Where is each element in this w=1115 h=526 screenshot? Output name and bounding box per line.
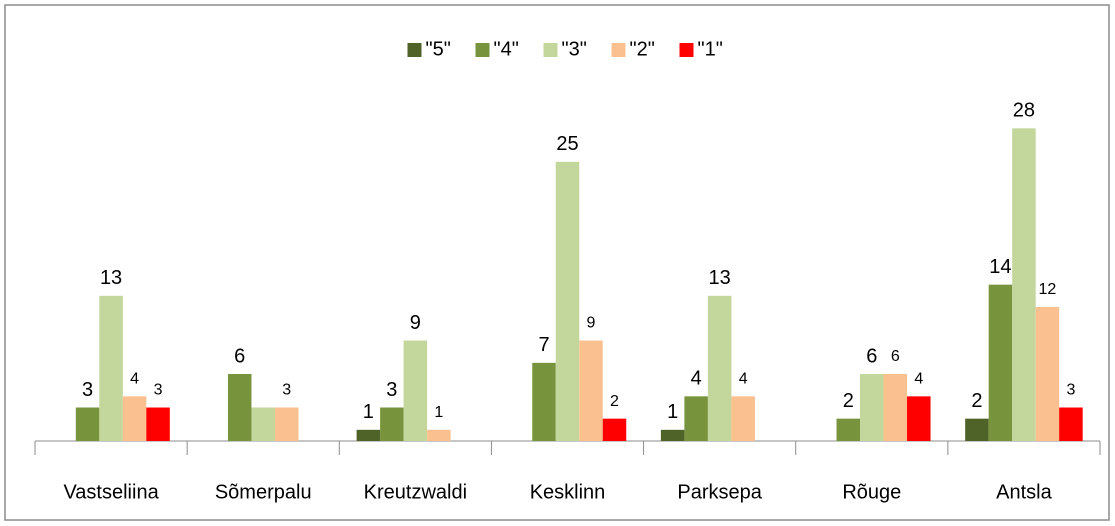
x-tick-label: Sõmerpalu xyxy=(215,481,312,503)
data-label: 4 xyxy=(691,368,702,390)
data-label: 3 xyxy=(282,382,291,399)
bar xyxy=(602,418,627,441)
data-label: 3 xyxy=(154,382,163,399)
data-label: 2 xyxy=(843,390,854,412)
legend-swatch xyxy=(611,43,626,57)
data-label: 25 xyxy=(556,133,578,155)
bar xyxy=(1059,407,1083,441)
legend-swatch xyxy=(475,43,490,57)
bar xyxy=(988,284,1013,441)
legend-label: "4" xyxy=(494,38,519,60)
data-label: 13 xyxy=(709,267,731,289)
data-label: 4 xyxy=(739,371,748,388)
bar xyxy=(403,340,428,441)
bar xyxy=(274,407,299,441)
x-tick-label: Vastseliina xyxy=(63,481,159,503)
bar xyxy=(1035,307,1060,441)
data-label: 4 xyxy=(130,371,139,388)
x-tick-label: Parksepa xyxy=(677,481,762,503)
x-tick-label: Kreutzwaldi xyxy=(364,481,467,503)
data-label: 14 xyxy=(989,256,1011,278)
x-tick-label: Kesklinn xyxy=(530,481,606,503)
bar xyxy=(1012,128,1036,442)
bar xyxy=(579,340,603,441)
bar xyxy=(99,295,123,441)
data-label: 3 xyxy=(82,379,93,401)
bar xyxy=(660,429,685,441)
data-label: 3 xyxy=(1066,382,1075,399)
bar xyxy=(356,429,381,441)
bar xyxy=(555,161,580,442)
bar xyxy=(684,396,708,441)
bar xyxy=(883,374,908,441)
data-label: 6 xyxy=(891,348,900,365)
bar xyxy=(251,407,275,441)
bar xyxy=(836,418,861,441)
legend-swatch xyxy=(543,43,558,57)
data-label: 6 xyxy=(234,345,245,367)
bar xyxy=(965,418,989,441)
legend-label: "5" xyxy=(426,38,451,60)
data-label: 28 xyxy=(1013,100,1035,122)
data-label: 9 xyxy=(410,312,421,334)
bar xyxy=(860,374,884,441)
data-label: 12 xyxy=(1039,281,1057,298)
data-label: 2 xyxy=(971,390,982,412)
bar xyxy=(907,396,931,441)
data-label: 1 xyxy=(434,404,443,421)
data-label: 9 xyxy=(587,315,596,332)
legend-swatch xyxy=(679,43,694,57)
data-label: 2 xyxy=(610,393,619,410)
x-tick-label: Rõuge xyxy=(842,481,901,503)
bar xyxy=(427,429,451,441)
data-label: 3 xyxy=(386,379,397,401)
data-label: 1 xyxy=(363,401,374,423)
bar xyxy=(227,374,252,441)
bar xyxy=(532,362,556,441)
legend-swatch xyxy=(407,43,422,57)
data-label: 4 xyxy=(914,371,923,388)
data-label: 7 xyxy=(538,334,549,356)
bar xyxy=(122,396,147,441)
bar xyxy=(707,295,732,441)
legend-label: "2" xyxy=(630,38,655,60)
bar xyxy=(146,407,170,441)
data-label: 6 xyxy=(866,345,877,367)
data-label: 13 xyxy=(100,267,122,289)
legend-label: "3" xyxy=(562,38,587,60)
x-tick-label: Antsla xyxy=(996,481,1052,503)
bar xyxy=(380,407,404,441)
legend-label: "1" xyxy=(698,38,723,60)
data-label: 1 xyxy=(667,401,678,423)
bar xyxy=(731,396,755,441)
bar xyxy=(75,407,100,441)
